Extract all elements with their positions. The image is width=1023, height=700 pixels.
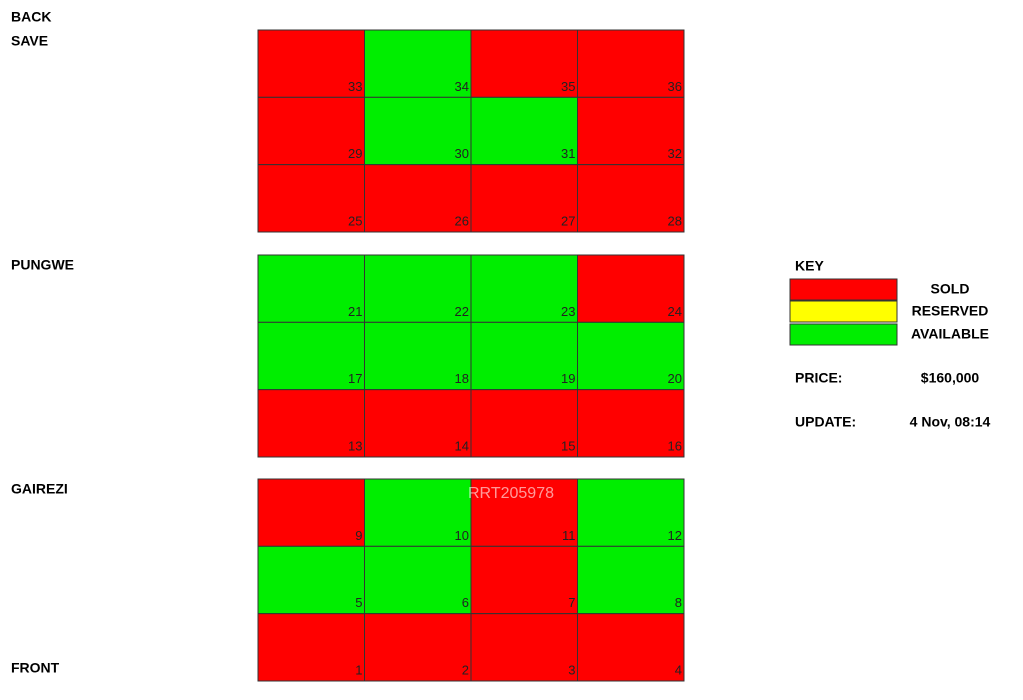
plot-cell [257,254,365,323]
plot-cell [364,478,472,547]
plot-number: 7 [568,595,575,610]
plot-cell [470,389,578,458]
plot-number: 24 [668,304,682,319]
plot-number: 33 [348,79,362,94]
plot-cell [577,96,685,166]
plot-number: 10 [455,528,469,543]
plot-cell [364,96,472,166]
plot-cell [470,545,578,615]
plot-cell [257,164,365,233]
plot-cell [577,613,685,682]
plot-number: 31 [561,146,575,161]
side-label: PUNGWE [11,257,74,273]
plot-number: 8 [675,595,682,610]
plot-cell [577,389,685,458]
plot-number: 6 [462,595,469,610]
plot-number: 1 [355,662,362,677]
key-swatch [789,300,898,323]
plot-cell [257,96,365,166]
plot-number: 30 [455,146,469,161]
plot-cell [257,545,365,615]
plot-number: 35 [561,79,575,94]
plot-cell [577,164,685,233]
plot-cell [257,613,365,682]
plot-number: 20 [668,371,682,386]
plot-cell [364,164,472,233]
side-label: GAIREZI [11,481,68,497]
plot-number: 9 [355,528,362,543]
update-value: 4 Nov, 08:14 [910,414,991,430]
plot-number: 17 [348,371,362,386]
plot-cell [364,545,472,615]
key-label: AVAILABLE [911,326,989,342]
plot-cell [577,478,685,547]
plot-cell [470,613,578,682]
plot-cell [577,545,685,615]
save-button[interactable]: SAVE [11,33,48,49]
update-label: UPDATE: [795,414,856,430]
plot-number: 23 [561,304,575,319]
plot-number: 11 [562,528,576,543]
key-title: KEY [795,258,824,274]
price-value: $160,000 [921,370,980,386]
plot-number: 2 [462,662,469,677]
plot-number: 3 [568,662,575,677]
plot-number: 16 [668,438,682,453]
plot-cell [577,254,685,323]
side-label: FRONT [11,660,60,676]
plot-cell [257,478,365,547]
plot-cell [470,29,578,98]
plot-number: 27 [561,213,575,228]
plot-number: 21 [348,304,362,319]
plot-cell [364,321,472,391]
plot-cell [364,29,472,98]
plot-cell [257,321,365,391]
key-label: SOLD [931,281,970,297]
plot-number: 28 [668,213,682,228]
plot-number: 18 [455,371,469,386]
key-swatch [789,278,898,301]
plot-number: 34 [455,79,469,94]
plot-number: 29 [348,146,362,161]
plot-number: 32 [668,146,682,161]
watermark: RRT205978 [468,485,554,502]
plot-number: 13 [348,438,362,453]
plot-number: 22 [455,304,469,319]
plot-cell [364,389,472,458]
plot-number: 15 [561,438,575,453]
plot-cell [364,254,472,323]
plot-cell [257,389,365,458]
price-label: PRICE: [795,370,842,386]
plot-cell [470,321,578,391]
plot-number: 14 [455,438,469,453]
plot-cell [577,29,685,98]
plot-cell [577,321,685,391]
back-button[interactable]: BACK [11,9,51,25]
plot-number: 5 [355,595,362,610]
plot-number: 25 [348,213,362,228]
key-label: RESERVED [912,303,989,319]
key-swatch [789,323,898,346]
plot-number: 26 [455,213,469,228]
plot-number: 12 [668,528,682,543]
plot-cell [257,29,365,98]
plot-number: 4 [675,662,682,677]
plot-cell [364,613,472,682]
plot-number: 19 [561,371,575,386]
plot-number: 36 [668,79,682,94]
